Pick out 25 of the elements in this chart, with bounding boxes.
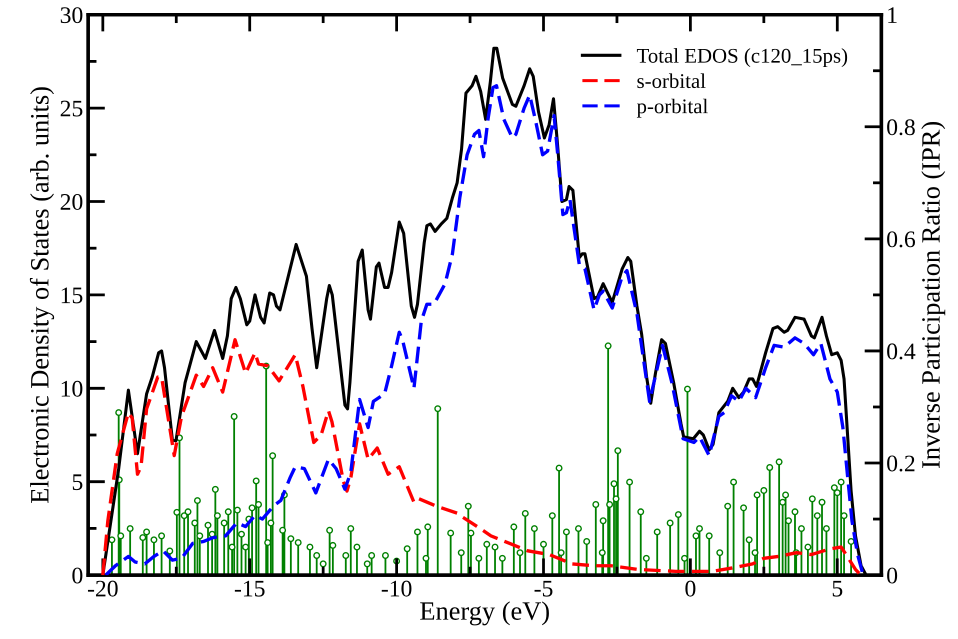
y-tick-label: 10 [62, 380, 82, 397]
y2-tick-label: 0.8 [887, 119, 915, 136]
legend-label: s-orbital [637, 73, 706, 88]
x-tick-label: -15 [234, 580, 265, 597]
x-tick-label: 0 [685, 580, 696, 597]
y-tick-label: 30 [60, 7, 82, 24]
y2-tick-label: 0.2 [887, 456, 914, 472]
x-tick-label: -20 [88, 580, 118, 597]
legend-label: Total EDOS (c120_15ps) [636, 48, 848, 68]
y-tick-label: 5 [72, 474, 82, 490]
x-tick-label: -10 [382, 580, 412, 597]
y-tick-label: 0 [72, 568, 82, 584]
y2-axis-title: Inverse Participation Ratio (IPR) [921, 122, 946, 468]
y2-tick-label: 0 [887, 568, 898, 584]
legend-label: p-orbital [636, 98, 708, 118]
y2-tick-label: 1 [888, 7, 897, 23]
y2-tick-label: 0.6 [887, 231, 916, 248]
y-tick-label: 25 [60, 100, 82, 117]
x-tick-label: 5 [832, 580, 842, 597]
y2-tick-label: 0.4 [887, 343, 916, 360]
y-tick-label: 20 [60, 194, 82, 210]
x-axis-title: Energy (eV) [420, 601, 549, 626]
y-tick-label: 15 [62, 288, 82, 304]
y-axis-title: Electronic Density of States (arb. units) [30, 87, 54, 503]
x-tick-label: -5 [534, 580, 552, 597]
